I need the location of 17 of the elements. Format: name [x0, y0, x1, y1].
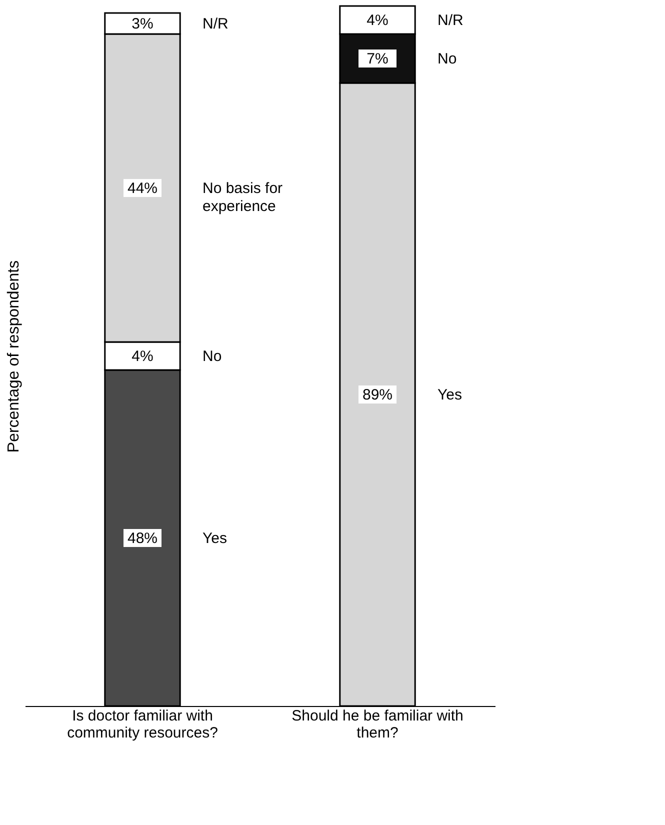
data-label: 4%: [366, 12, 388, 29]
series-label: No basis for experience: [202, 180, 283, 215]
y-axis-title: Percentage of respondents: [6, 260, 22, 453]
text: Yes: [202, 530, 227, 547]
series-label: Yes: [438, 386, 462, 404]
series-label: N/R: [438, 12, 464, 29]
series-label: No: [438, 50, 457, 68]
data-label: 3%: [132, 16, 154, 32]
text: N/R: [202, 16, 228, 32]
data-label: 89%: [362, 386, 393, 404]
text: No: [202, 348, 222, 365]
data-label: 48%: [127, 530, 158, 547]
data-label: 4%: [132, 348, 154, 365]
data-label: 44%: [127, 180, 158, 197]
x-tick-label: Is doctor familiar with community resources?: [67, 708, 218, 742]
data-label: 7%: [366, 50, 388, 68]
x-tick-label: Should he be familiar with them?: [292, 708, 464, 742]
